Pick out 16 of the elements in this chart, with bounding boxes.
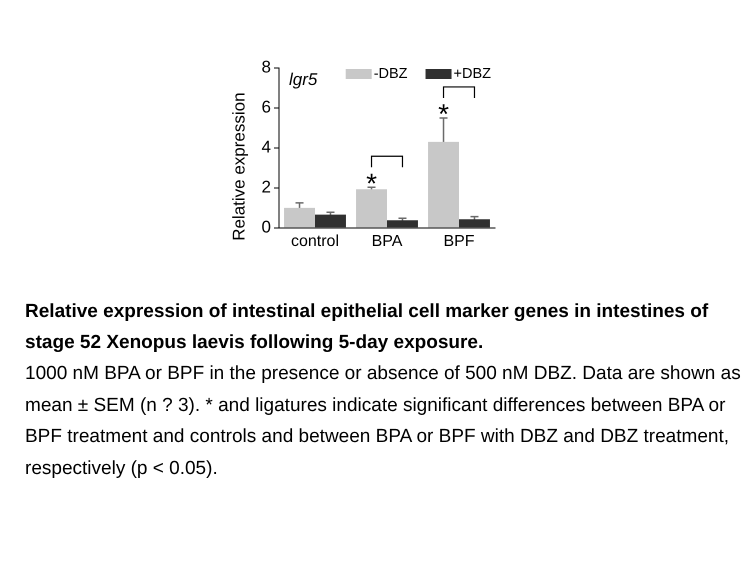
y-tick-label: 0 [262,217,271,236]
legend-label: +DBZ [454,66,492,82]
text: Relative expression of intestinal epithelial cell marker genes in intestines of stage 52 Xenopus laevis following 5-day exposure. [25,300,710,355]
annotation: * [366,168,378,199]
y-tick-label: 4 [262,138,271,157]
y-axis-title: Relative expression [230,92,249,241]
x-tick-label: BPF [443,232,475,250]
y-tick-label: 8 [262,58,271,77]
x-tick-label: control [290,232,340,250]
legend-label: -DBZ [374,66,408,82]
x-tick-label: BPA [372,232,403,250]
chart-title: lgr5 [289,70,318,90]
text: 1000 nM BPA or BPF in the presence or absence of 500 nM DBZ. Data are shown as mean ± SEM (n ? 3). * and ligatures indicate significant differences between BPA or BPF treatment and controls and between BPA or BPF with DBZ and DBZ treatment, respectively (p < 0.05). [25,362,742,480]
y-tick-label: 6 [262,98,271,117]
y-tick-label: 2 [262,178,271,197]
annotation: * [438,98,450,130]
